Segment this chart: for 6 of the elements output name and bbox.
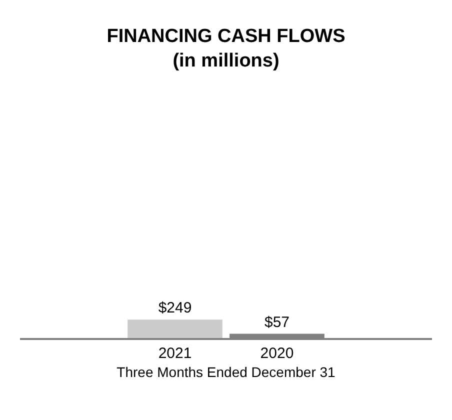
x-axis-title: Three Months Ended December 31 (116, 364, 336, 380)
x-tick-label: 2021 (158, 345, 192, 362)
data-label: $57 (264, 314, 290, 331)
x-tick-label: 2020 (260, 345, 294, 362)
chart-title: FINANCING CASH FLOWS (in millions) (106, 26, 346, 72)
data-label: $249 (158, 300, 192, 317)
